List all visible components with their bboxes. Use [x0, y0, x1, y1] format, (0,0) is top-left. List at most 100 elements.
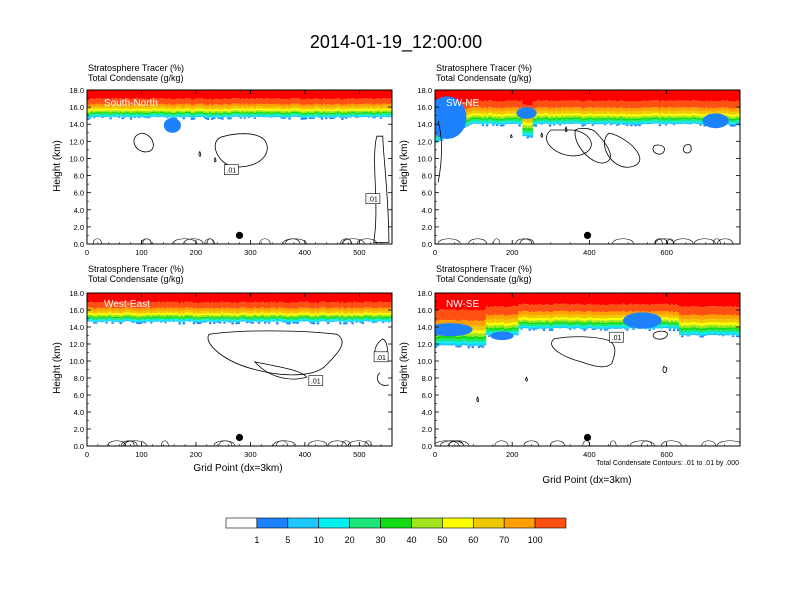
tracer-cell	[166, 314, 169, 317]
tracer-cell	[288, 104, 291, 108]
tracer-cell	[339, 107, 342, 110]
tracer-cell	[245, 108, 249, 111]
tracer-cell	[172, 313, 175, 315]
tracer-cell	[278, 301, 281, 308]
tracer-cell	[355, 320, 358, 323]
tracer-cell	[363, 113, 366, 115]
tracer-cell	[192, 99, 196, 105]
tracer-cell	[253, 301, 257, 308]
tracer-cell	[626, 108, 629, 112]
tracer-cell	[331, 318, 334, 320]
tracer-cell	[593, 119, 597, 122]
tracer-cell	[221, 90, 224, 100]
tracer-cell	[514, 122, 517, 124]
tracer-cell	[304, 307, 307, 311]
tracer-cell	[166, 112, 169, 115]
tracer-cell	[172, 116, 175, 119]
tracer-cell	[170, 314, 173, 317]
tracer-cell	[648, 117, 651, 120]
tracer-cell	[215, 109, 218, 111]
tracer-cell	[310, 109, 314, 112]
tracer-cell	[530, 134, 533, 137]
tracer-cell	[274, 319, 277, 321]
tracer-cell	[235, 113, 238, 115]
tracer-cell	[131, 106, 135, 110]
tracer-cell	[235, 103, 238, 107]
tracer-cell	[276, 303, 279, 309]
tracer-cell	[575, 100, 578, 108]
tracer-cell	[170, 317, 173, 319]
panel-west-east: Stratosphere Tracer (%) Total Condensate…	[52, 264, 393, 474]
tracer-cell	[347, 310, 350, 313]
tracer-cell	[622, 118, 625, 120]
tracer-cell	[310, 115, 314, 117]
tracer-cell	[148, 107, 151, 110]
tracer-cell	[591, 118, 594, 121]
tracer-cell	[522, 130, 525, 133]
tracer-cell	[335, 116, 338, 118]
tracer-cell	[280, 111, 283, 113]
tracer-cell	[540, 123, 544, 125]
tracer-cell	[192, 107, 196, 110]
tracer-cell	[349, 308, 352, 312]
tracer-cell	[371, 117, 375, 119]
tracer-cell	[326, 116, 330, 118]
tracer-cell	[184, 318, 188, 321]
tracer-cell	[286, 322, 289, 325]
tracer-cell	[109, 116, 112, 118]
tracer-cell	[597, 118, 601, 120]
tracer-cell	[219, 293, 222, 303]
tracer-cell	[652, 107, 655, 111]
tracer-cell	[225, 98, 228, 105]
tracer-cell	[552, 116, 556, 119]
tracer-cell	[322, 90, 326, 99]
tracer-cell	[97, 301, 100, 308]
tracer-cell	[296, 90, 299, 99]
tracer-cell	[176, 111, 179, 114]
tracer-cell	[733, 122, 737, 124]
tracer-cell	[119, 108, 122, 111]
tracer-cell	[91, 103, 94, 107]
tracer-cell	[259, 114, 263, 116]
tracer-cell	[302, 111, 305, 114]
surface-contour	[142, 238, 152, 244]
tracer-cell	[485, 122, 489, 124]
tracer-cell	[343, 293, 346, 303]
tracer-cell	[99, 90, 102, 99]
tracer-cell	[733, 120, 737, 123]
tracer-cell	[347, 106, 350, 109]
tracer-cell	[489, 107, 493, 111]
tracer-cell	[276, 98, 279, 104]
tracer-cell	[184, 113, 188, 115]
tracer-cell	[735, 121, 739, 123]
tracer-cell	[280, 104, 283, 108]
tracer-cell	[618, 121, 621, 124]
tracer-cell	[137, 98, 141, 105]
tracer-cell	[176, 301, 179, 308]
tracer-cell	[217, 315, 220, 318]
tracer-cell	[613, 111, 617, 114]
tracer-cell	[577, 117, 580, 120]
tracer-cell	[131, 313, 135, 316]
tracer-cell	[615, 116, 619, 119]
tracer-cell	[217, 322, 220, 324]
tracer-cell	[274, 314, 277, 317]
tracer-cell	[121, 316, 124, 319]
tracer-cell	[520, 90, 523, 101]
tracer-cell	[351, 315, 354, 318]
tracer-cell	[154, 293, 157, 303]
tracer-cell	[465, 101, 468, 109]
tracer-cell	[679, 117, 682, 120]
tracer-cell	[93, 308, 96, 312]
tracer-cell	[253, 310, 257, 313]
tracer-cell	[148, 319, 151, 321]
tracer-cell	[249, 106, 253, 109]
tracer-cell	[286, 116, 289, 118]
tracer-cell	[687, 111, 690, 114]
tracer-cell	[107, 317, 110, 320]
tracer-cell	[113, 313, 116, 315]
tracer-cell	[131, 322, 135, 324]
tracer-cell	[353, 293, 356, 302]
tracer-cell	[290, 302, 293, 309]
tracer-cell	[563, 90, 566, 101]
